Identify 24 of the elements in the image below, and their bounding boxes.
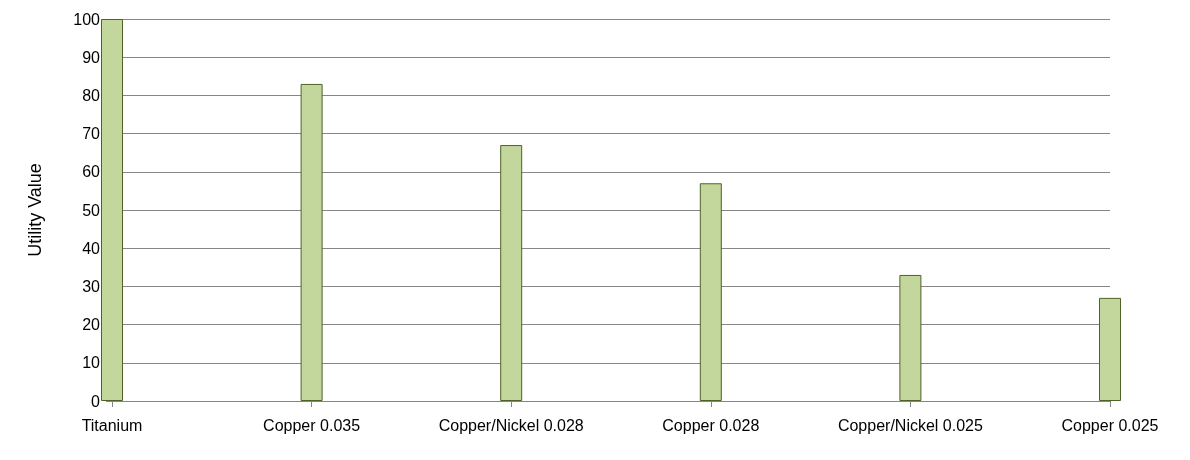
y-tick-label: 10 [82,354,101,372]
x-tick-label: Copper/Nickel 0.028 [438,416,584,434]
y-tick-label: 30 [82,277,101,295]
bar [101,19,123,401]
y-tick-label: 90 [82,48,101,66]
y-tick-label: 40 [82,239,101,257]
y-axis-title: Utility Value [25,163,45,257]
y-tick-label: 80 [82,86,101,104]
bar [300,83,323,401]
bar [1099,297,1121,401]
x-tick-label: Copper/Nickel 0.025 [837,416,983,434]
y-tick-label: 70 [82,125,101,143]
y-tick-label: 20 [82,316,101,334]
x-tick-label: Copper 0.028 [662,416,760,434]
y-tick-label: 60 [82,163,101,181]
bar [500,145,523,401]
y-tick-label: 100 [73,10,101,28]
x-tick-label: Copper 0.025 [1061,416,1159,434]
y-tick-label: 0 [91,392,101,410]
y-tick-label: 50 [82,201,101,219]
x-tick-label: Copper 0.035 [263,416,361,434]
bar [899,274,922,401]
x-tick-label: Titanium [81,416,143,434]
bar [699,183,722,401]
